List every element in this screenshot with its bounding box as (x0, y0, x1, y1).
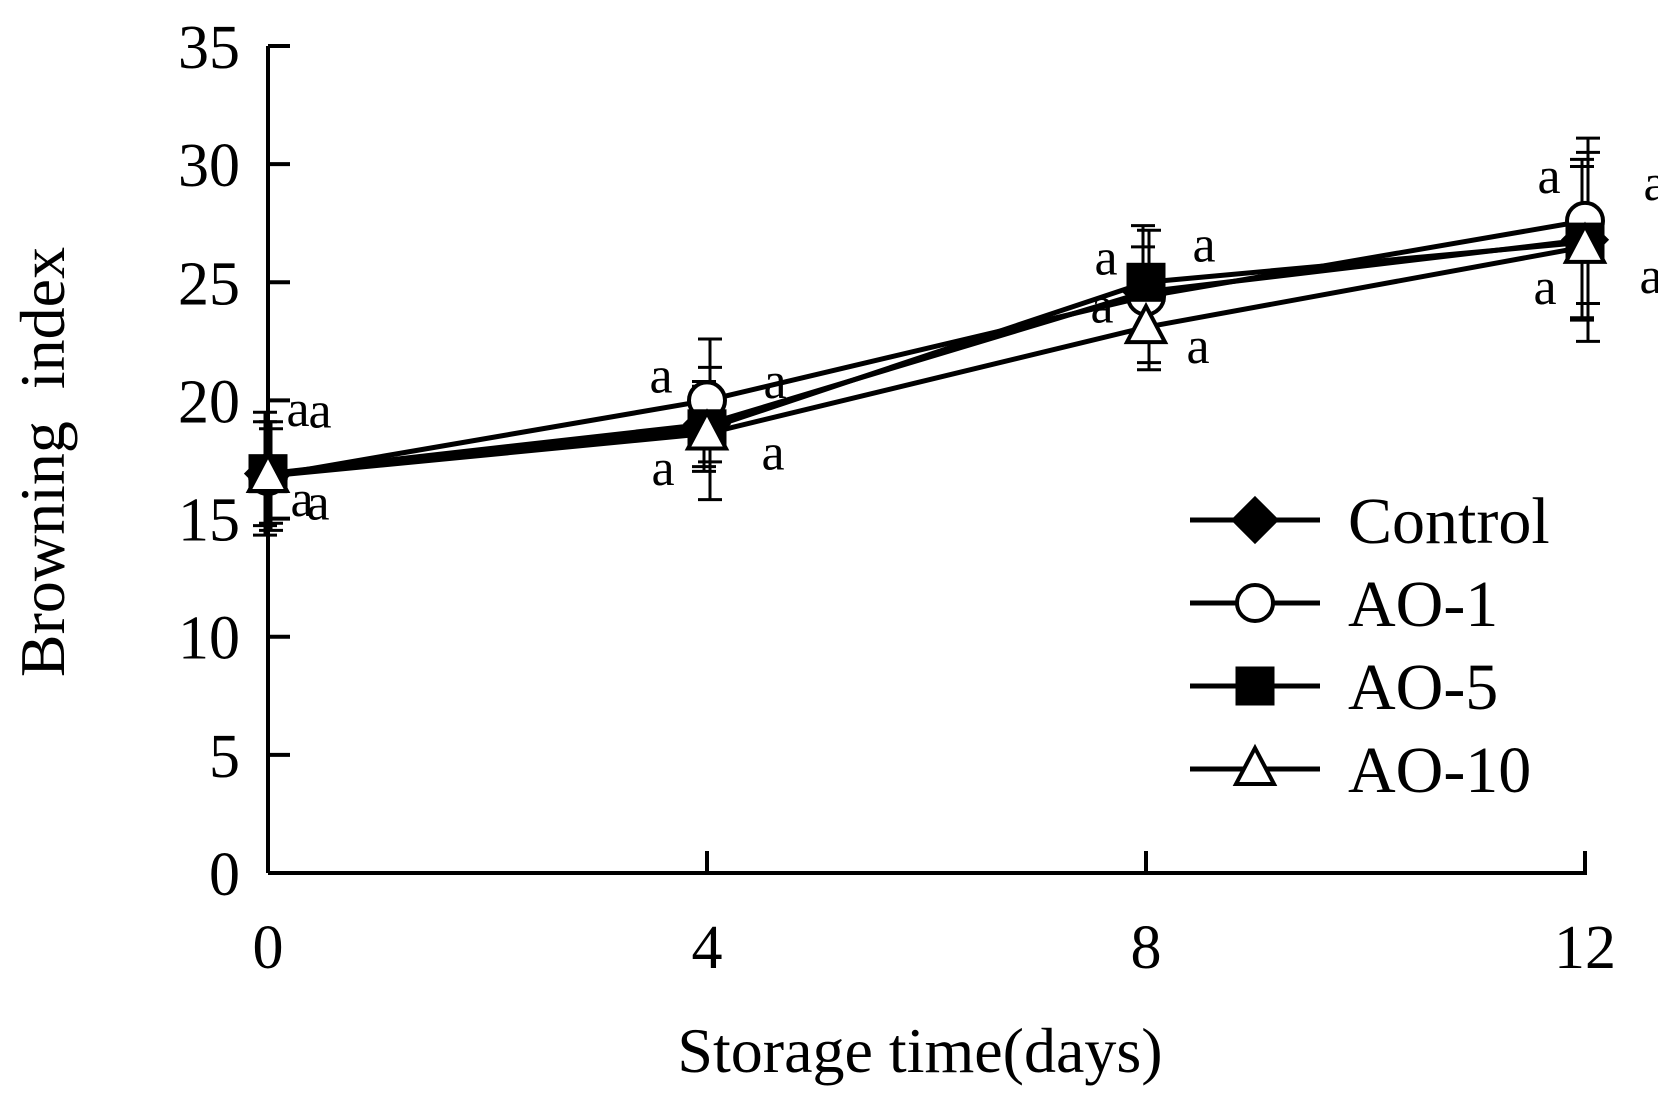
legend-marker (1235, 666, 1275, 706)
x-axis-title: Storage time(days) (677, 1015, 1162, 1086)
legend-marker (1232, 743, 1278, 786)
data-point (1562, 221, 1608, 264)
data-point (684, 408, 730, 451)
legend: Control AO-1 AO-5 AO-10 (1190, 485, 1550, 807)
legend-label: Control (1348, 485, 1550, 558)
significance-label: a (308, 383, 331, 440)
y-tick-label: 15 (178, 487, 240, 555)
legend-marker (1230, 495, 1280, 545)
legend-label: AO-10 (1348, 734, 1531, 807)
y-tick-label: 5 (209, 723, 240, 791)
series-lines (267, 218, 1586, 479)
significance-label: a (649, 347, 672, 404)
legend-marker (1235, 583, 1275, 623)
y-tick-label: 0 (209, 841, 240, 909)
significance-label: a (290, 471, 313, 528)
data-point (1123, 301, 1169, 345)
y-tick-label: 25 (178, 250, 240, 318)
axes: 0 5 10 15 20 25 30 35 0 4 8 12 (178, 14, 1616, 982)
significance-label: a (306, 475, 329, 532)
significance-label: a (763, 353, 786, 410)
series-line-AO-10 (267, 244, 1586, 479)
x-tick-label: 12 (1554, 914, 1616, 982)
series-markers (243, 200, 1610, 498)
significance-label: a (1643, 155, 1658, 212)
significance-label: a (1537, 148, 1560, 205)
significance-label: a (1192, 217, 1215, 274)
significance-label: a (1094, 229, 1117, 286)
x-tick-label: 4 (692, 914, 723, 982)
significance-label: a (1186, 318, 1209, 375)
data-point (245, 450, 291, 494)
significance-label: a (1533, 259, 1556, 316)
series-line-AO-5 (267, 239, 1586, 477)
significance-label: a (286, 381, 309, 438)
y-axis-title: Browning index (7, 247, 78, 677)
legend-label: AO-5 (1348, 651, 1498, 724)
significance-label: a (761, 425, 784, 482)
error-bars (253, 136, 1600, 537)
y-tick-label: 30 (178, 132, 240, 200)
y-tick-label: 35 (178, 14, 240, 82)
y-tick-label: 20 (178, 368, 240, 436)
data-point (1126, 262, 1166, 302)
significance-label: a (651, 440, 674, 497)
series-line-AO-1 (267, 218, 1586, 479)
significance-label: a (1090, 277, 1113, 334)
x-tick-label: 0 (253, 914, 284, 982)
x-tick-label: 8 (1131, 914, 1162, 982)
significance-label: a (1639, 248, 1658, 305)
legend-label: AO-1 (1348, 568, 1498, 641)
y-tick-label: 10 (178, 605, 240, 673)
